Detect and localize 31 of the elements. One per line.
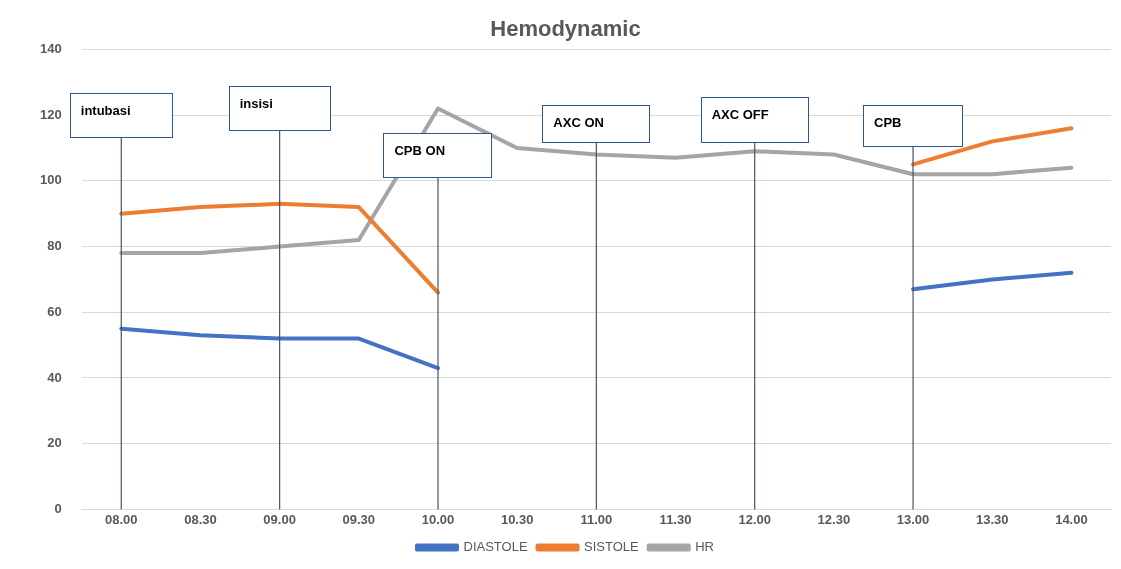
legend-label: HR bbox=[695, 539, 715, 555]
text-box: CPB bbox=[863, 105, 964, 147]
x-tick-label: 10.30 bbox=[500, 511, 534, 527]
x-tick-label: 14.00 bbox=[1055, 511, 1088, 527]
y-tick-label: 40 bbox=[47, 369, 62, 385]
x-tick-label: 12.00 bbox=[738, 511, 771, 527]
legend-label: DIASTOLE bbox=[463, 539, 528, 555]
text-box: AXC OFF bbox=[700, 97, 809, 143]
y-tick-label: 80 bbox=[47, 238, 62, 254]
legend-label: SISTOLE bbox=[584, 539, 640, 555]
y-tick-label: 140 bbox=[39, 40, 62, 56]
x-tick-label: 13.00 bbox=[896, 511, 930, 527]
x-tick-label: 09.00 bbox=[263, 511, 296, 527]
x-tick-label: 10.00 bbox=[421, 511, 455, 527]
y-tick-label: 0 bbox=[54, 500, 62, 516]
chart-title: Hemodynamic bbox=[490, 16, 641, 42]
y-tick-label: 120 bbox=[39, 106, 62, 122]
text-box: insisi bbox=[228, 86, 331, 131]
x-tick-label: 09.30 bbox=[342, 511, 376, 527]
text-box: AXC ON bbox=[542, 105, 651, 143]
x-tick-label: 08.30 bbox=[184, 511, 217, 527]
x-tick-label: 11.30 bbox=[659, 511, 692, 527]
y-tick-label: 20 bbox=[47, 435, 62, 451]
y-tick-label: 60 bbox=[47, 303, 62, 319]
x-tick-label: 08.00 bbox=[105, 511, 138, 527]
text-box: CPB ON bbox=[383, 133, 493, 178]
x-tick-label: 11.00 bbox=[580, 511, 613, 527]
x-tick-label: 12.30 bbox=[817, 511, 851, 527]
x-tick-label: 13.30 bbox=[975, 511, 1009, 527]
text-box: intubasi bbox=[69, 93, 173, 138]
y-tick-label: 100 bbox=[39, 172, 62, 188]
